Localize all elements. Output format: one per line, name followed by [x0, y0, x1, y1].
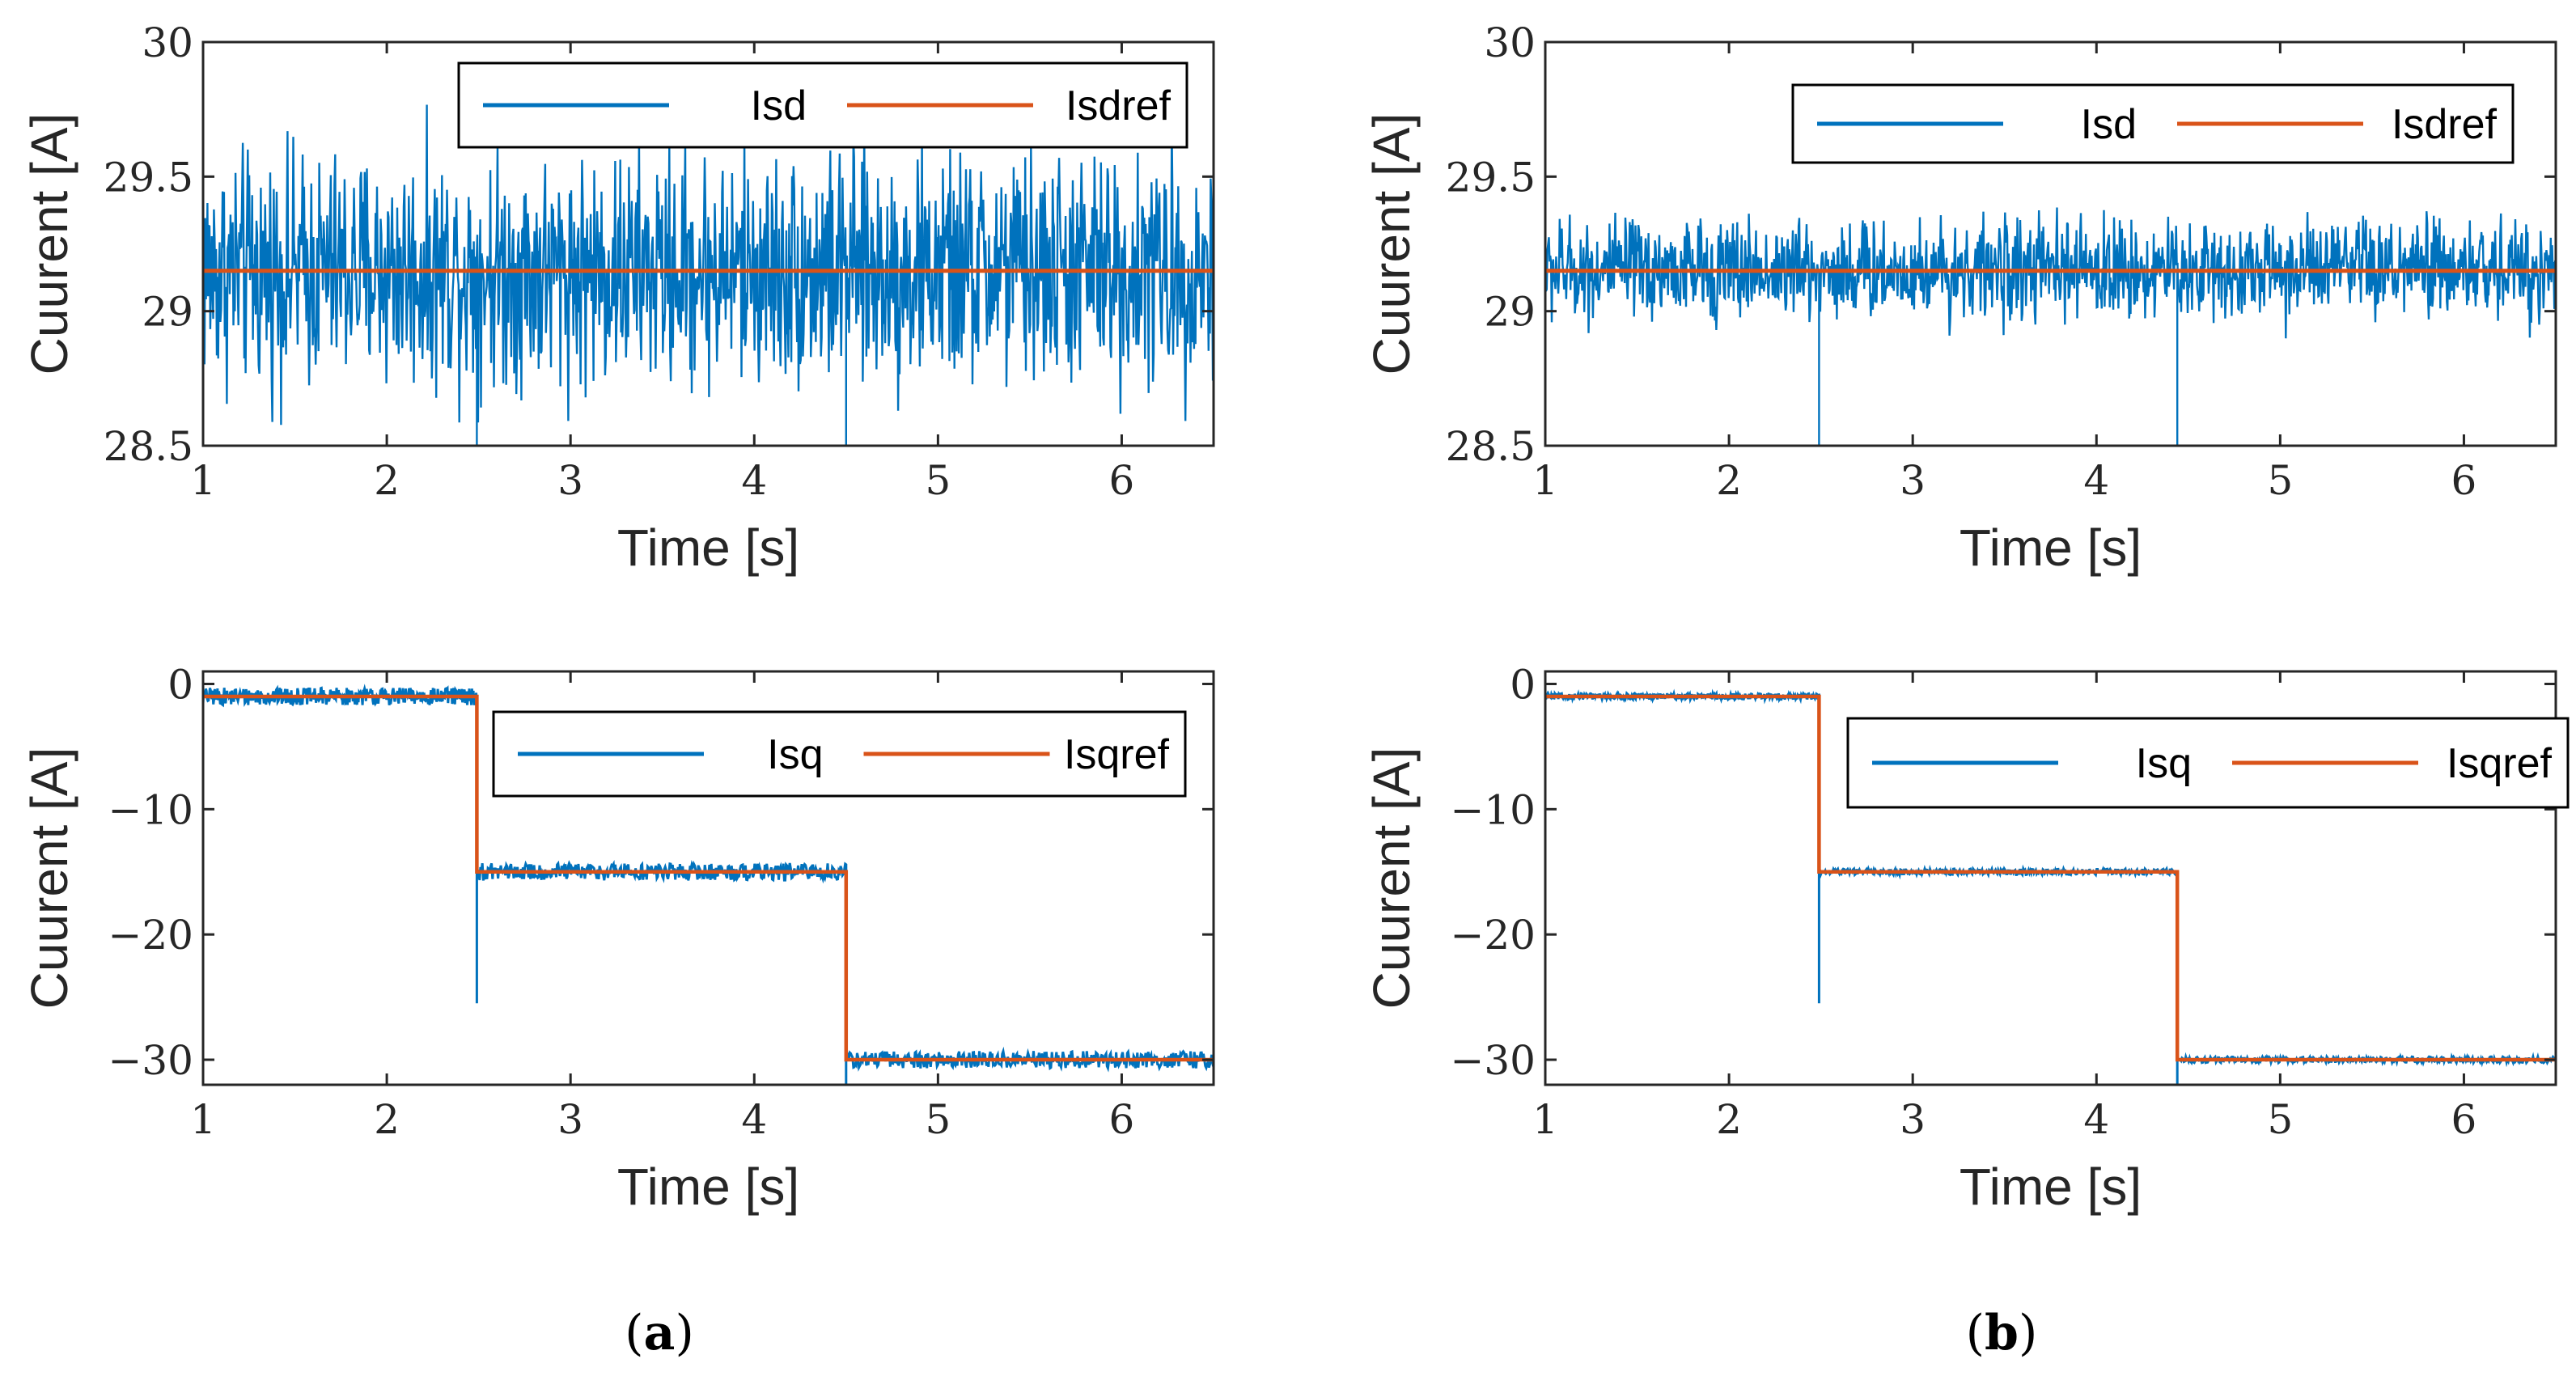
axes-box — [1544, 40, 2557, 447]
y-tick-label: −20 — [108, 912, 193, 959]
legend-label-isqref: Isqref — [1064, 731, 1170, 778]
x-axis-label: Time [s] — [1960, 519, 2142, 577]
y-axis-label: Cuurent [A] — [1362, 113, 1421, 375]
series-isd — [203, 104, 1214, 446]
x-tick-label: 5 — [2267, 457, 2293, 504]
y-tick-label: 0 — [167, 661, 193, 708]
legend-label-isqref: Isqref — [2447, 740, 2553, 787]
x-tick-label: 5 — [2267, 1096, 2293, 1143]
x-tick-label: 4 — [741, 457, 767, 504]
series-isqref — [1545, 694, 2556, 1062]
x-tick-label: 6 — [2451, 457, 2477, 504]
y-tick-label: −30 — [108, 1037, 193, 1084]
legend: Isd Isdref — [1791, 83, 2515, 164]
x-tick-label: 6 — [1109, 457, 1135, 504]
plot-area — [203, 684, 1214, 1085]
x-tick-label: 1 — [1532, 457, 1558, 504]
series-isd — [1545, 207, 2556, 446]
y-tick-label: 30 — [1484, 19, 1536, 66]
y-tick-label: 30 — [142, 19, 193, 66]
caption-a: (a) — [625, 1305, 694, 1361]
y-tick-label: −20 — [1450, 912, 1536, 959]
y-tick-label: 28.5 — [1446, 423, 1536, 470]
series-isqref — [203, 694, 1214, 1062]
x-tick-label: 2 — [1716, 457, 1742, 504]
y-axis-label: Cuurent [A] — [20, 747, 78, 1010]
legend-label-isd: Isd — [751, 83, 807, 129]
axes-box — [1544, 670, 2557, 1086]
x-tick-label: 6 — [2451, 1096, 2477, 1143]
axes-box — [201, 670, 1215, 1086]
x-tick-label: 1 — [190, 1096, 216, 1143]
y-tick-label: −30 — [1450, 1037, 1536, 1084]
y-tick-label: −10 — [108, 786, 193, 833]
legend: Isq Isqref — [492, 710, 1187, 798]
x-tick-label: 4 — [2083, 1096, 2109, 1143]
y-tick-label: 29 — [142, 289, 193, 336]
x-tick-label: 2 — [1716, 1096, 1742, 1143]
plot-area — [1545, 688, 2556, 1085]
x-tick-label: 3 — [557, 1096, 583, 1143]
x-axis-label: Time [s] — [617, 519, 799, 577]
y-tick-label: 29.5 — [104, 154, 193, 201]
x-tick-label: 4 — [741, 1096, 767, 1143]
legend: Isq Isqref — [1846, 717, 2570, 809]
legend-label-isd: Isd — [2081, 101, 2137, 148]
y-axis-label: Cuurent [A] — [1362, 747, 1421, 1010]
legend-label-isdref: Isdref — [2392, 101, 2498, 148]
x-tick-label: 2 — [374, 457, 400, 504]
x-tick-label: 3 — [1900, 1096, 1926, 1143]
y-tick-label: 28.5 — [104, 423, 193, 470]
chart-a-top: 1 2 3 4 5 6 28.5 29 29.5 30 Time [s] Cuurent [A] Isd… — [20, 19, 1215, 577]
axes-box — [201, 40, 1215, 447]
legend-label-isdref: Isdref — [1066, 83, 1171, 129]
plot-area — [203, 104, 1214, 446]
y-tick-label: 29.5 — [1446, 154, 1536, 201]
x-tick-label: 4 — [2083, 457, 2109, 504]
legend-label-isq: Isq — [2136, 740, 2192, 787]
legend-label-isq: Isq — [767, 731, 823, 778]
x-axis-label: Time [s] — [1960, 1158, 2142, 1216]
y-tick-label: −10 — [1450, 786, 1536, 833]
x-tick-label: 1 — [190, 457, 216, 504]
y-axis-label: Cuurent [A] — [20, 113, 78, 375]
y-tick-label: 29 — [1484, 289, 1536, 336]
caption-a-letter: a — [644, 1305, 676, 1361]
y-tick-label: 0 — [1510, 661, 1536, 708]
x-tick-label: 6 — [1109, 1096, 1135, 1143]
legend: Isd Isdref — [457, 61, 1188, 149]
plot-area — [1545, 207, 2556, 446]
x-tick-label: 2 — [374, 1096, 400, 1143]
x-tick-label: 5 — [925, 1096, 951, 1143]
x-tick-label: 3 — [557, 457, 583, 504]
caption-b: (b) — [1966, 1305, 2038, 1361]
x-tick-label: 3 — [1900, 457, 1926, 504]
x-tick-label: 5 — [925, 457, 951, 504]
x-tick-label: 1 — [1532, 1096, 1558, 1143]
caption-b-letter: b — [1985, 1305, 2019, 1361]
x-axis-label: Time [s] — [617, 1158, 799, 1216]
chart-b-top: 1 2 3 4 5 6 28.5 29 29.5 30 Time [s] Cuurent [A] Isd… — [1362, 19, 2557, 577]
